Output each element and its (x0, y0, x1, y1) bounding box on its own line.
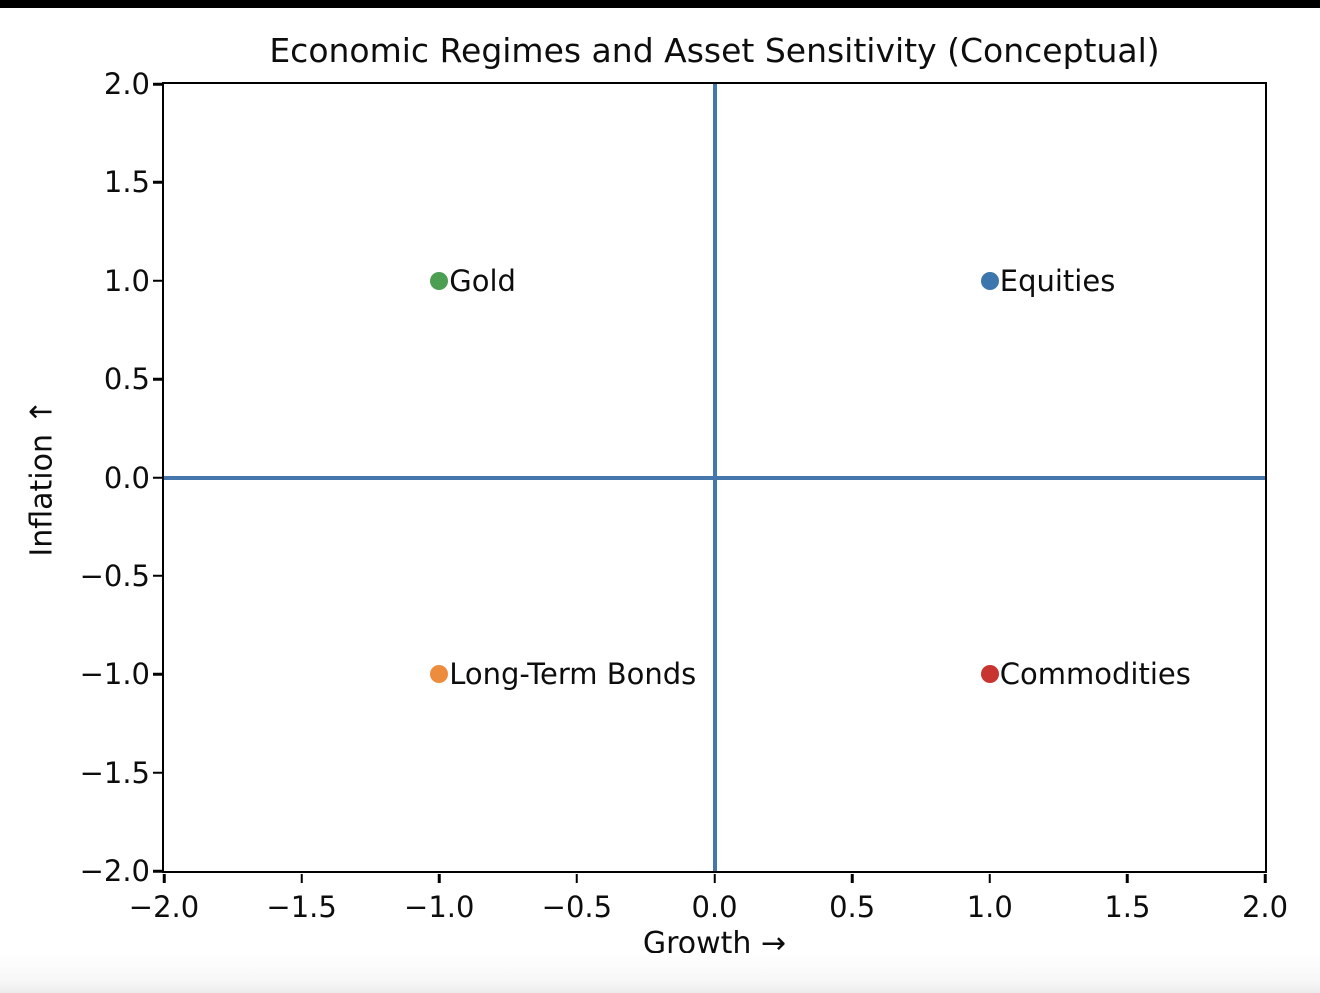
data-point-marker (430, 271, 449, 290)
x-axis-tick-label: 1.0 (966, 890, 1013, 924)
x-axis-tick-label: 0.5 (829, 890, 876, 924)
x-axis-tick (575, 873, 579, 883)
y-axis-tick-label: −0.5 (79, 558, 150, 593)
y-axis-tick (152, 279, 162, 282)
x-axis-tick (850, 873, 854, 883)
data-point-marker (980, 665, 999, 684)
y-axis-tick (152, 574, 162, 578)
data-point-group: Gold (430, 264, 516, 298)
plot-area: −2.0 −1.5 −1.0 −0.5 0.0 0.5 1.0 1.5 2.0 −2.0 −1.5 −… (80, 67, 1288, 924)
x-axis-tick-label: −0.5 (541, 890, 613, 924)
x-axis-tick-label: 2.0 (1241, 890, 1289, 924)
data-point-label: Commodities (999, 657, 1191, 692)
y-axis-tick (152, 82, 162, 86)
y-axis-tick-label: −1.5 (79, 755, 150, 790)
x-axis-tick-label: 1.5 (1104, 890, 1151, 924)
x-axis-tick-label: 0.0 (691, 890, 738, 924)
top-window-bar (0, 0, 1320, 8)
y-axis-tick (152, 869, 162, 873)
y-axis-tick (152, 476, 162, 479)
y-axis-tick-label: 0.5 (103, 362, 150, 397)
x-axis-tick-label: −2.0 (128, 890, 200, 924)
y-axis-tick-label: 2.0 (103, 67, 150, 101)
y-axis-tick-label: 0.0 (103, 460, 150, 495)
y-axis-tick (152, 377, 162, 381)
y-axis-tick-label: 1.0 (103, 263, 150, 298)
x-axis-tick-label: −1.5 (266, 890, 337, 924)
x-axis-tick-label: −1.0 (404, 890, 475, 924)
x-axis-tick (1263, 873, 1267, 883)
x-axis-tick (438, 873, 441, 883)
x-axis-tick (300, 873, 303, 883)
y-axis-tick-label: 1.5 (103, 165, 150, 200)
data-point-marker (980, 271, 999, 290)
data-point-group: Equities (980, 263, 1116, 298)
data-point-label: Long-Term Bonds (449, 657, 697, 692)
y-axis-tick-label: −1.0 (79, 657, 150, 692)
data-point-group: Long-Term Bonds (430, 657, 696, 691)
x-axis-tick (713, 873, 716, 883)
data-point-group: Commodities (980, 657, 1191, 692)
crosshair-horizontal-line (164, 475, 1265, 480)
x-axis-tick (988, 873, 991, 883)
data-point-label: Gold (449, 263, 516, 298)
y-axis-tick (152, 673, 162, 676)
x-axis-tick (1126, 873, 1129, 883)
y-axis-tick (152, 181, 162, 184)
data-point-marker (430, 665, 449, 684)
y-axis-label: Inflation ↑ (24, 399, 60, 557)
y-axis-tick (152, 771, 162, 774)
y-axis-tick-label: −2.0 (79, 854, 150, 888)
x-axis-tick (162, 873, 166, 883)
bottom-edge-strip (0, 953, 1320, 993)
data-point-label: Equities (999, 263, 1116, 298)
chart-title: Economic Regimes and Asset Sensitivity (… (269, 31, 1160, 70)
